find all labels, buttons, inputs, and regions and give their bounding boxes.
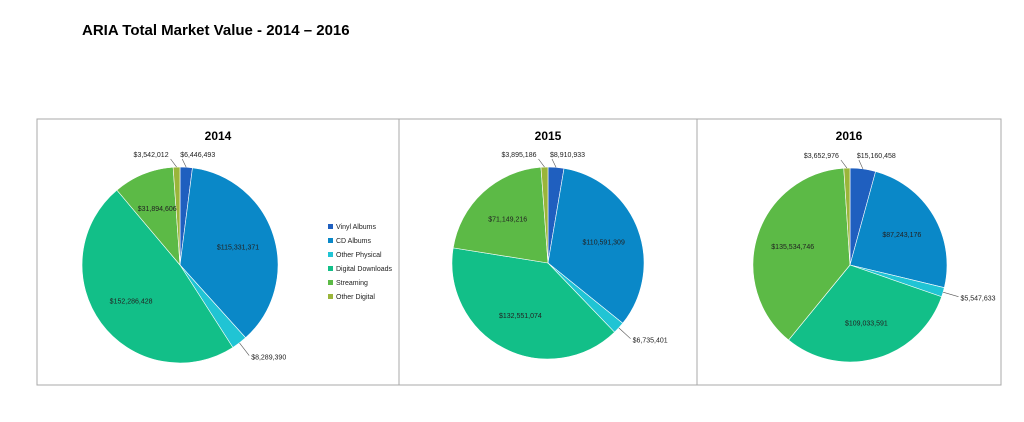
data-label-2015-other-digital: $3,895,186: [501, 152, 536, 159]
page-title: ARIA Total Market Value - 2014 – 2016: [82, 22, 350, 39]
pie-slice-2016-cd-albums: [849, 171, 948, 289]
leader-line-2016-other-digital: [840, 159, 848, 169]
chart-title-2014: 2014: [205, 129, 232, 143]
data-label-2014-other-digital: $3,542,012: [134, 152, 169, 159]
data-label-2015-other-physical: $6,735,401: [633, 338, 668, 345]
leader-line-2015-vinyl-albums: [551, 158, 557, 168]
data-label-2015-streaming: $71,149,216: [488, 217, 527, 224]
legend-swatch-vinyl-albums: [328, 224, 333, 229]
leader-line-2014-other-digital: [170, 158, 177, 168]
data-label-2016-other-digital: $3,652,976: [804, 153, 839, 160]
chart-title-2016: 2016: [836, 129, 863, 143]
data-label-2014-vinyl-albums: $6,446,493: [180, 152, 215, 159]
pie-slice-2014-cd-albums: [179, 167, 279, 339]
data-label-2016-vinyl-albums: $15,160,458: [857, 153, 896, 160]
data-label-2014-other-physical: $8,289,390: [251, 355, 286, 362]
legend-label-streaming: Streaming: [336, 280, 368, 287]
leader-line-2015-other-physical: [618, 327, 631, 339]
pie-slice-2016-digital-downloads: [788, 264, 943, 363]
leader-line-2014-other-physical: [239, 342, 250, 356]
data-label-2014-streaming: $31,894,606: [138, 206, 177, 213]
pie-slice-2015-streaming: [452, 166, 549, 264]
legend-swatch-other-physical: [328, 252, 333, 257]
data-label-2014-cd-albums: $115,331,371: [217, 244, 259, 251]
chart-title-2015: 2015: [535, 129, 562, 143]
pie-slice-2015-cd-albums: [547, 168, 645, 324]
pie-slice-2014-digital-downloads: [81, 189, 234, 364]
data-label-2014-digital-downloads: $152,286,428: [110, 299, 153, 306]
leader-line-2016-vinyl-albums: [858, 159, 864, 170]
legend-label-digital-downloads: Digital Downloads: [336, 266, 393, 273]
data-label-2015-cd-albums: $110,591,309: [583, 239, 625, 246]
legend-label-cd-albums: CD Albums: [336, 238, 372, 245]
data-label-2015-digital-downloads: $132,551,074: [499, 313, 542, 320]
data-label-2016-other-physical: $5,547,633: [961, 296, 996, 303]
legend-swatch-streaming: [328, 280, 333, 285]
legend-label-other-physical: Other Physical: [336, 252, 382, 259]
data-label-2015-vinyl-albums: $8,910,933: [550, 152, 585, 159]
leader-line-2016-other-physical: [943, 291, 959, 297]
leader-line-2014-vinyl-albums: [181, 158, 187, 168]
legend-label-other-digital: Other Digital: [336, 294, 375, 301]
pie-slice-2016-streaming: [752, 167, 851, 341]
legend-swatch-other-digital: [328, 294, 333, 299]
leader-line-2015-other-digital: [538, 158, 545, 168]
data-label-2016-streaming: $135,534,746: [771, 244, 814, 251]
legend-swatch-cd-albums: [328, 238, 333, 243]
data-label-2016-cd-albums: $87,243,176: [882, 232, 921, 239]
legend-swatch-digital-downloads: [328, 266, 333, 271]
data-label-2016-digital-downloads: $109,033,591: [845, 320, 888, 327]
pie-slice-2015-digital-downloads: [451, 247, 615, 360]
legend-label-vinyl-albums: Vinyl Albums: [336, 224, 376, 231]
